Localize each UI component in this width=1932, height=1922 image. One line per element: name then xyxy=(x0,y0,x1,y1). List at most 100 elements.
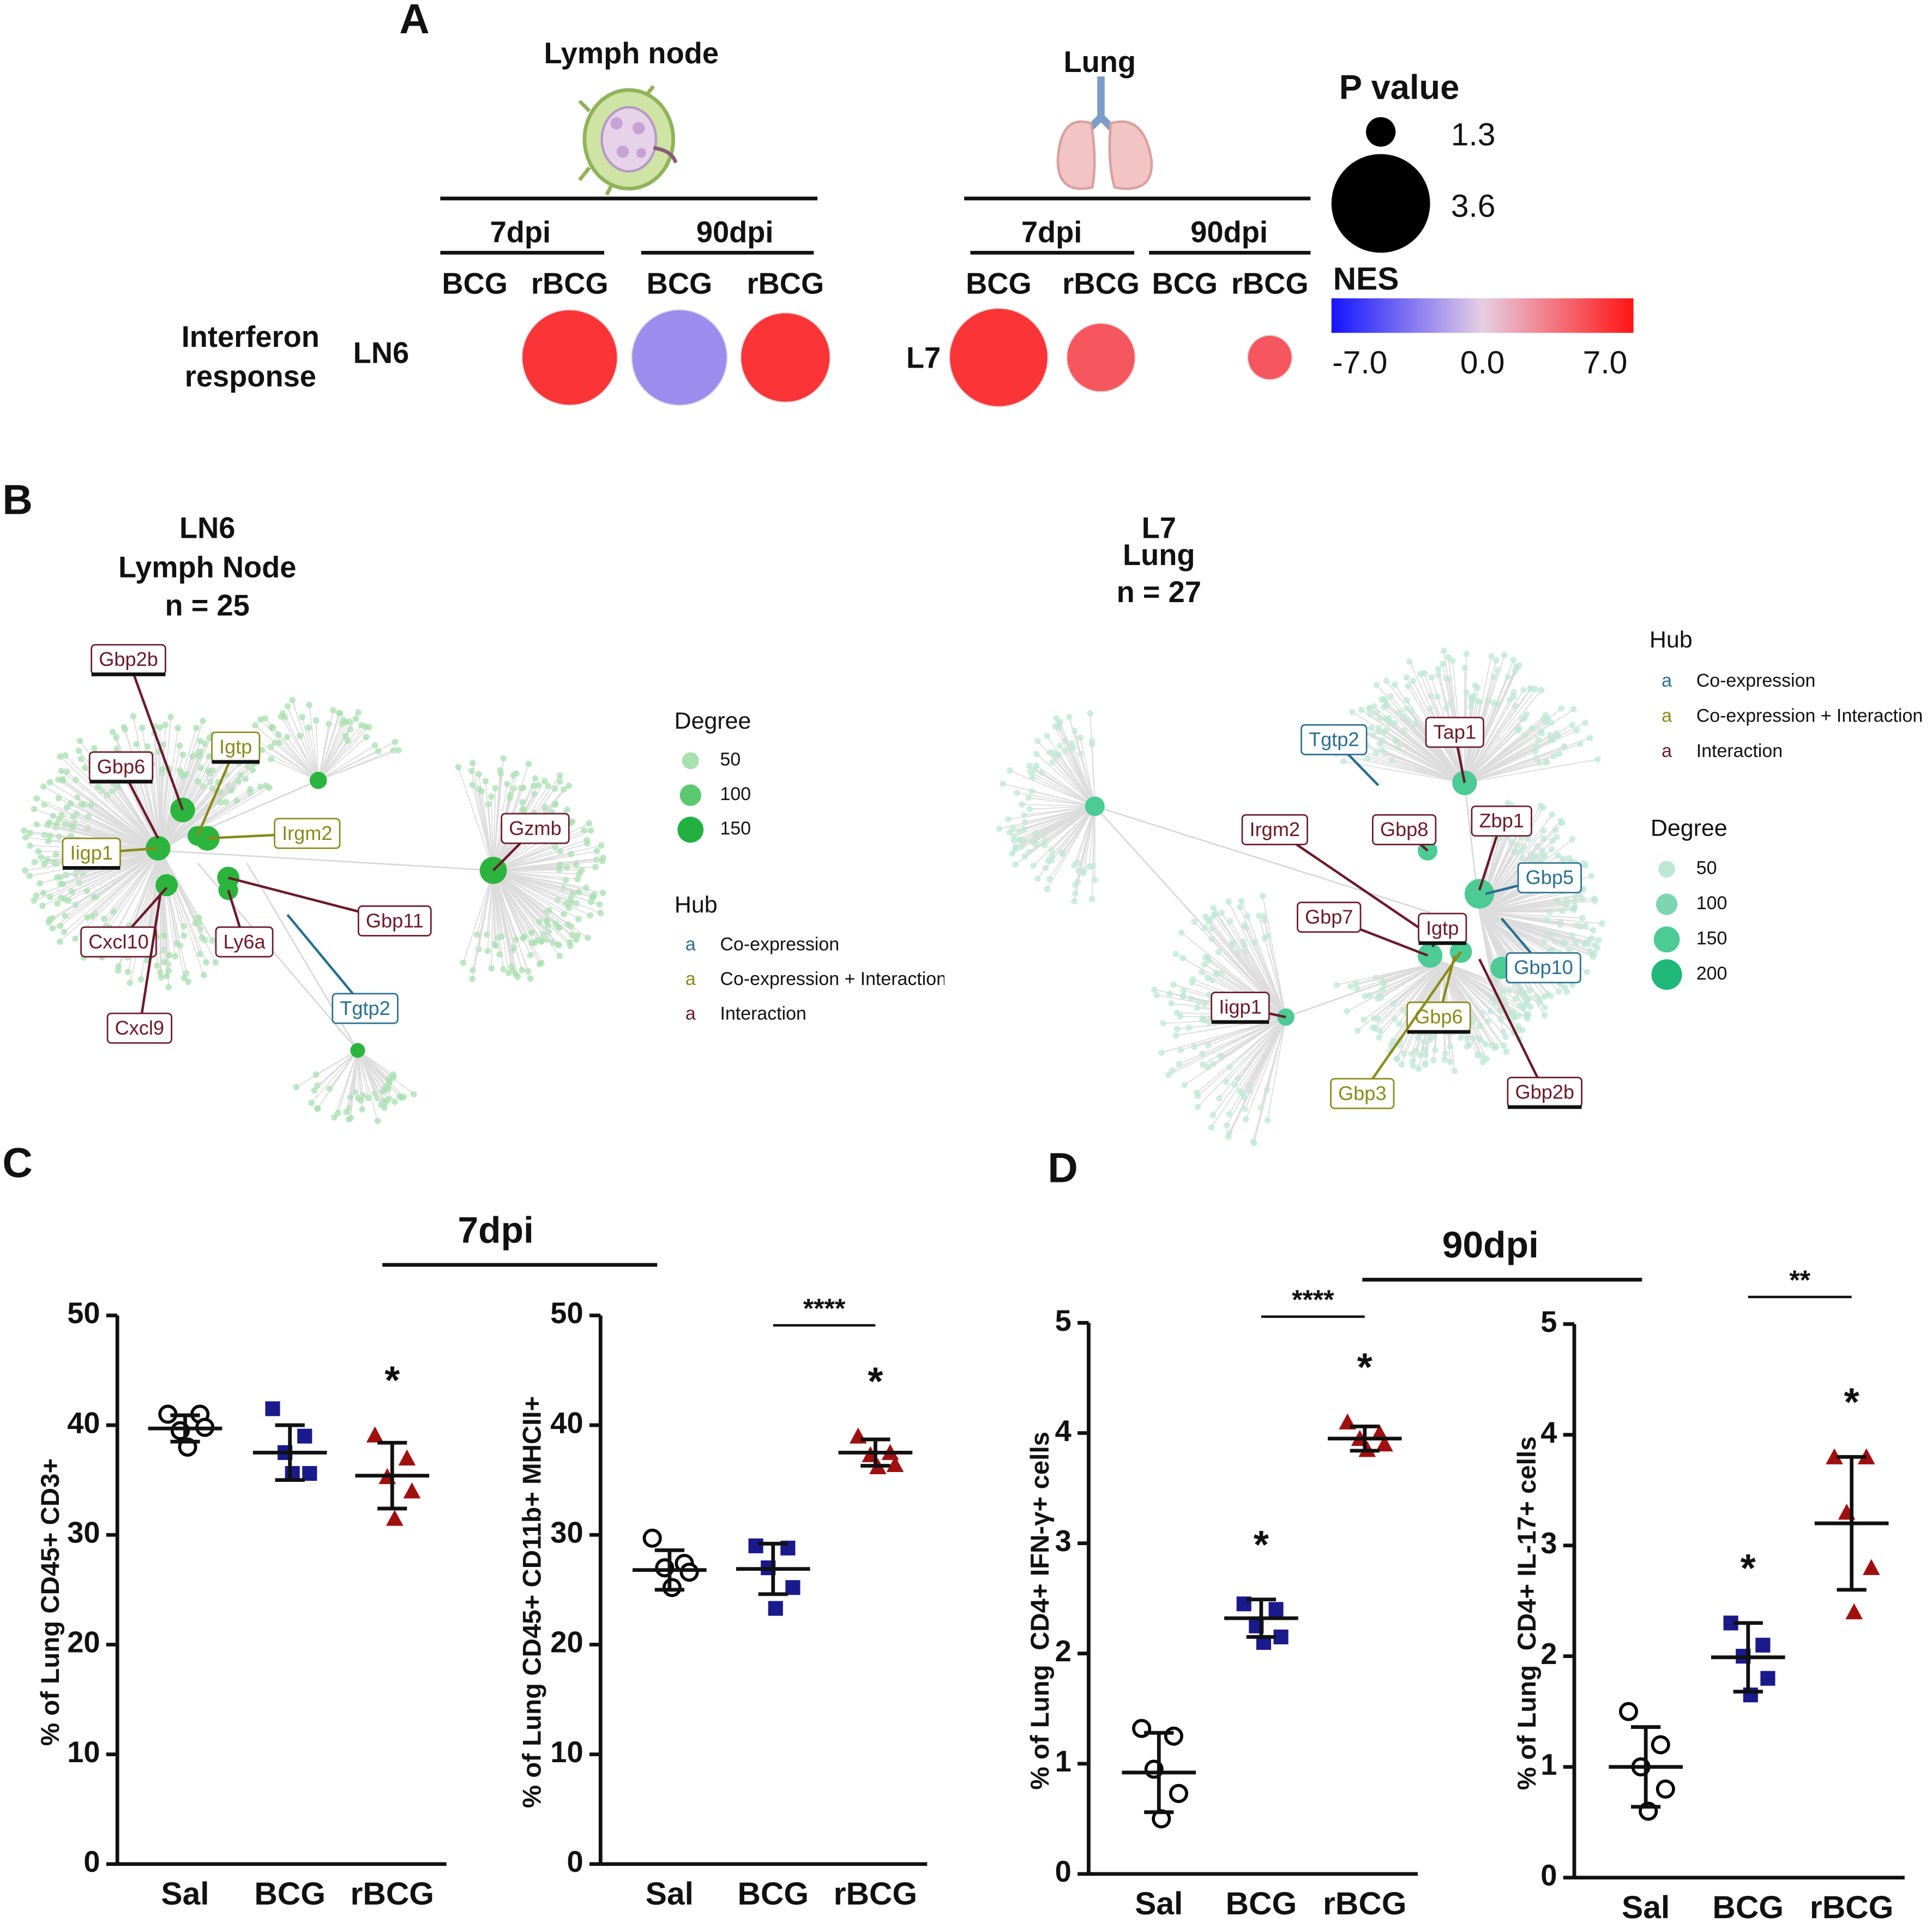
network-node xyxy=(581,827,587,834)
network-node xyxy=(1241,922,1248,929)
data-point xyxy=(768,1601,783,1616)
network-edge xyxy=(160,762,239,851)
significance-mark: * xyxy=(1357,1346,1373,1389)
network-node xyxy=(113,734,120,741)
network-node xyxy=(78,801,85,808)
x-tick-label: BCG xyxy=(254,1876,326,1912)
network-edge xyxy=(1064,750,1096,807)
network-node xyxy=(557,848,564,855)
network-edge xyxy=(1090,713,1096,807)
gene-label: Irgm2 xyxy=(282,822,332,844)
network-edge xyxy=(49,782,161,851)
network-node xyxy=(165,968,172,974)
network-edge xyxy=(1380,961,1443,1032)
network-node xyxy=(1515,662,1522,669)
gene-label: Irgm2 xyxy=(1250,818,1300,840)
network-node xyxy=(1066,713,1073,720)
gene-leader xyxy=(286,914,366,1010)
network-node xyxy=(585,934,591,941)
network-node xyxy=(130,713,137,720)
network-node xyxy=(519,966,526,974)
network-edge xyxy=(1012,806,1096,854)
network-edge xyxy=(1253,1017,1286,1144)
network-edge xyxy=(154,733,161,851)
degree-legend-label: 100 xyxy=(720,784,751,804)
x-tick-label: rBCG xyxy=(834,1876,917,1912)
network-node xyxy=(569,932,575,939)
network-edge xyxy=(1394,723,1465,784)
network-node xyxy=(44,856,51,863)
data-point xyxy=(642,1528,662,1548)
network-node xyxy=(596,901,603,908)
data-point xyxy=(1371,1424,1388,1441)
gene-label: Cxcl9 xyxy=(115,1017,164,1039)
network-edge xyxy=(1228,901,1286,1018)
y-axis-label: % of Lung CD45+ CD3+ xyxy=(36,1458,65,1746)
nes-colorbar xyxy=(1331,298,1634,333)
network-node xyxy=(206,753,213,760)
network-node xyxy=(1170,981,1177,988)
network-node xyxy=(1532,748,1539,755)
column-label: rBCG xyxy=(531,268,609,301)
network-node xyxy=(159,766,166,773)
network-node xyxy=(1194,1103,1201,1110)
network-node xyxy=(568,851,575,857)
network-node xyxy=(1546,947,1554,953)
y-tick-label: 30 xyxy=(550,1517,583,1549)
network-node xyxy=(1025,794,1032,801)
network-edge xyxy=(1178,1017,1286,1065)
hub-legend-sample: a xyxy=(685,934,696,955)
network-edge xyxy=(270,759,319,781)
degree-legend-label: 150 xyxy=(1696,928,1728,948)
gene-label-box xyxy=(80,926,157,958)
network-edge xyxy=(458,767,494,871)
network-node xyxy=(1205,1042,1212,1049)
y-tick-label: 1 xyxy=(1055,1745,1072,1778)
network-node xyxy=(1179,954,1186,962)
network-edge xyxy=(1352,741,1465,784)
network-node xyxy=(143,957,150,964)
network-edge xyxy=(1479,903,1567,913)
network-node xyxy=(565,904,572,911)
network-node xyxy=(395,747,402,754)
network-node xyxy=(1165,1071,1172,1078)
network-node xyxy=(1238,898,1245,904)
comparison-label: **** xyxy=(803,1293,846,1324)
network-node xyxy=(164,972,170,980)
network-node xyxy=(157,724,164,731)
network-node xyxy=(1236,904,1243,911)
data-point xyxy=(386,1510,404,1526)
network-node xyxy=(1523,711,1530,718)
network-edge xyxy=(1464,729,1518,784)
network-edge xyxy=(160,801,226,851)
network-node xyxy=(1181,1082,1188,1089)
network-edge xyxy=(286,737,319,781)
network-node xyxy=(1043,732,1050,740)
network-node xyxy=(1472,682,1478,689)
data-point xyxy=(1862,1559,1880,1575)
network-node xyxy=(75,747,82,754)
network-node xyxy=(53,860,59,867)
network-node xyxy=(562,876,569,884)
network-edge xyxy=(999,806,1095,830)
gene-label: Zbp1 xyxy=(1479,809,1524,832)
network-node xyxy=(385,1086,392,1092)
network-edge xyxy=(1030,771,1096,807)
y-tick-label: 0 xyxy=(567,1846,583,1878)
hub-legend: Hub a Co-expression a Co-expression + Intera… xyxy=(675,892,944,1024)
network-node xyxy=(1432,1046,1439,1053)
network-node xyxy=(513,770,520,777)
network-node xyxy=(1586,947,1593,954)
network-node xyxy=(1370,1015,1377,1022)
x-tick-label: BCG xyxy=(737,1876,809,1912)
legend-title: Hub xyxy=(1650,627,1693,653)
network-edge xyxy=(1479,911,1591,952)
network-node xyxy=(1379,747,1386,753)
network-node xyxy=(1483,1055,1490,1062)
significance-mark: * xyxy=(1844,1380,1860,1424)
network-node xyxy=(167,713,174,720)
network-node xyxy=(381,1104,388,1111)
network-node xyxy=(1379,986,1386,993)
data-point xyxy=(1618,1702,1638,1721)
nes-tick-label: -7.0 xyxy=(1332,345,1387,381)
